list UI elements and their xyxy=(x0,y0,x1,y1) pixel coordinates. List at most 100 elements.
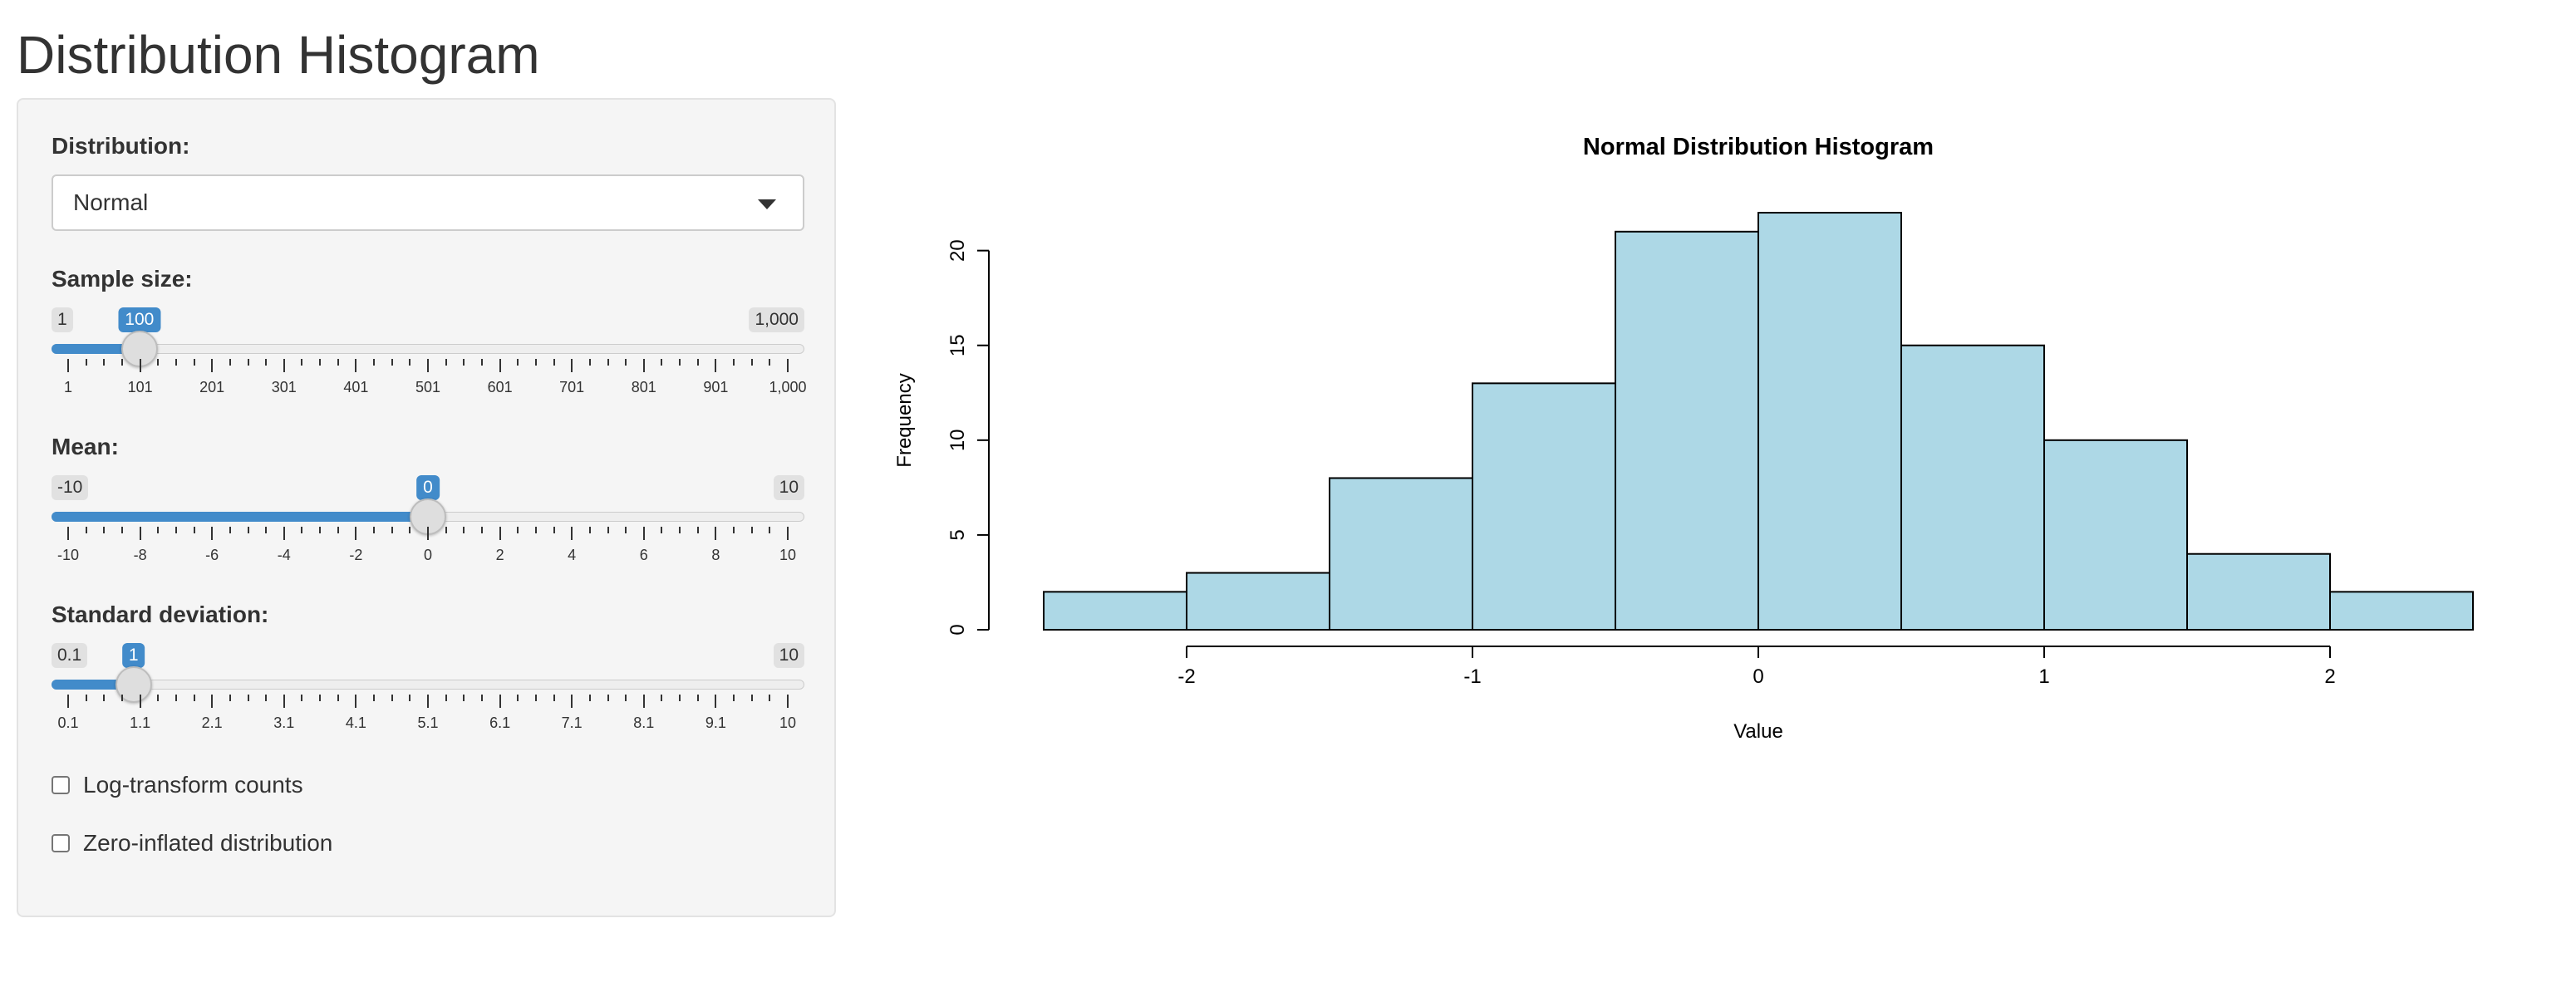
histogram-bar xyxy=(1615,230,1759,631)
slider-tick-label: 2 xyxy=(495,547,504,563)
sample-size-track[interactable] xyxy=(52,344,804,354)
y-axis-label: Frequency xyxy=(893,373,916,467)
histogram-bar xyxy=(1186,572,1330,631)
slider-minor-tick xyxy=(247,695,249,701)
x-axis-label: Value xyxy=(1733,720,1783,743)
slider-minor-tick xyxy=(103,695,106,701)
slider-minor-tick xyxy=(517,527,519,533)
slider-tick-label: 1.1 xyxy=(130,714,151,731)
slider-minor-tick xyxy=(391,359,393,366)
slider-minor-tick xyxy=(247,527,249,533)
slider-minor-tick xyxy=(769,359,771,366)
zero-inflated-option[interactable]: Zero-inflated distribution xyxy=(52,829,332,857)
slider-major-tick xyxy=(283,359,285,372)
slider-major-tick xyxy=(499,527,501,540)
histogram-bar xyxy=(1757,212,1902,631)
slider-minor-tick xyxy=(661,359,663,366)
log-transform-checkbox[interactable] xyxy=(52,776,70,794)
slider-minor-tick xyxy=(661,695,663,701)
histogram-bar xyxy=(2186,552,2331,631)
chevron-down-icon xyxy=(758,199,776,209)
slider-minor-tick xyxy=(679,359,681,366)
sd-ticks: 0.1 1.1 2.1 3.1 4.1 5.1 6.1 7.1 8.1 9.1 10 xyxy=(52,695,804,736)
slider-tick-label: 501 xyxy=(415,379,441,395)
slider-minor-tick xyxy=(157,527,160,533)
slider-tick-label: 8 xyxy=(711,547,720,563)
sd-track[interactable] xyxy=(52,680,804,690)
slider-tick-label: 201 xyxy=(199,379,225,395)
slider-major-tick xyxy=(139,359,141,372)
slider-tick-label: 9.1 xyxy=(705,714,726,731)
sd-slider[interactable]: 0.1 10 1 0.1 1.1 2.1 3.1 4.1 5.1 6.1 7.1 8.1 9.1 1… xyxy=(52,643,804,751)
x-axis: -2 -1 0 1 2 xyxy=(1177,646,2336,688)
slider-minor-tick xyxy=(120,359,123,366)
slider-major-tick xyxy=(715,527,717,540)
slider-major-tick xyxy=(67,695,69,708)
slider-tick-label: 10 xyxy=(779,714,797,731)
slider-minor-tick xyxy=(409,527,411,533)
slider-major-tick xyxy=(355,359,357,372)
slider-minor-tick xyxy=(301,359,303,366)
slider-tick-label: 301 xyxy=(271,379,297,395)
slider-minor-tick xyxy=(373,695,376,701)
slider-minor-tick xyxy=(463,695,465,701)
slider-minor-tick xyxy=(301,695,303,701)
zero-inflated-checkbox[interactable] xyxy=(52,834,70,852)
slider-major-tick xyxy=(715,695,717,708)
slider-minor-tick xyxy=(229,695,231,701)
slider-minor-tick xyxy=(193,527,195,533)
x-tick-label: 2 xyxy=(2324,665,2335,688)
slider-tick-label: 1 xyxy=(63,379,73,395)
slider-minor-tick xyxy=(480,359,483,366)
slider-major-tick xyxy=(571,695,573,708)
slider-minor-tick xyxy=(103,527,106,533)
log-transform-option[interactable]: Log-transform counts xyxy=(52,771,303,799)
slider-major-tick xyxy=(642,695,645,708)
distribution-label: Distribution: xyxy=(52,133,190,159)
y-tick-label: 0 xyxy=(946,624,969,635)
slider-minor-tick xyxy=(157,695,160,701)
slider-minor-tick xyxy=(661,527,663,533)
mean-min-label: -10 xyxy=(52,475,89,500)
slider-tick-label: 901 xyxy=(703,379,729,395)
distribution-select[interactable]: Normal xyxy=(52,174,804,231)
slider-major-tick xyxy=(355,527,357,540)
histogram-bar xyxy=(2329,591,2474,631)
slider-minor-tick xyxy=(337,359,339,366)
slider-minor-tick xyxy=(103,359,106,366)
slider-tick-label: 801 xyxy=(631,379,656,395)
slider-tick-label: 601 xyxy=(487,379,513,395)
slider-minor-tick xyxy=(373,359,376,366)
slider-minor-tick xyxy=(480,695,483,701)
slider-major-tick xyxy=(642,359,645,372)
mean-value-bubble: 0 xyxy=(416,475,440,500)
slider-tick-label: 401 xyxy=(343,379,369,395)
slider-minor-tick xyxy=(696,359,699,366)
slider-minor-tick xyxy=(175,695,177,701)
sample-size-fill xyxy=(52,344,140,354)
slider-major-tick xyxy=(787,695,789,708)
slider-minor-tick xyxy=(445,695,447,701)
mean-slider[interactable]: -10 10 0 -10 -8 -6 -4 -2 0 2 4 6 8 10 xyxy=(52,475,804,583)
y-tick-label: 15 xyxy=(946,334,969,356)
slider-minor-tick xyxy=(175,527,177,533)
slider-minor-tick xyxy=(553,695,555,701)
slider-tick-label: 1,000 xyxy=(769,379,807,395)
slider-minor-tick xyxy=(553,527,555,533)
sd-fill xyxy=(52,680,134,690)
slider-minor-tick xyxy=(193,359,195,366)
slider-major-tick xyxy=(642,527,645,540)
slider-major-tick xyxy=(499,359,501,372)
histogram-bar xyxy=(1472,382,1616,631)
x-tick-label: 0 xyxy=(1753,665,1763,688)
sample-size-slider[interactable]: 1 1,000 100 1 101 201 301 401 501 601 701 801 901… xyxy=(52,307,807,415)
slider-minor-tick xyxy=(517,359,519,366)
slider-tick-label: 701 xyxy=(559,379,585,395)
slider-minor-tick xyxy=(588,527,591,533)
mean-fill xyxy=(52,512,428,522)
mean-ticks: -10 -8 -6 -4 -2 0 2 4 6 8 10 xyxy=(52,527,804,568)
slider-tick-label: -8 xyxy=(133,547,147,563)
slider-minor-tick xyxy=(733,527,735,533)
slider-minor-tick xyxy=(534,695,537,701)
